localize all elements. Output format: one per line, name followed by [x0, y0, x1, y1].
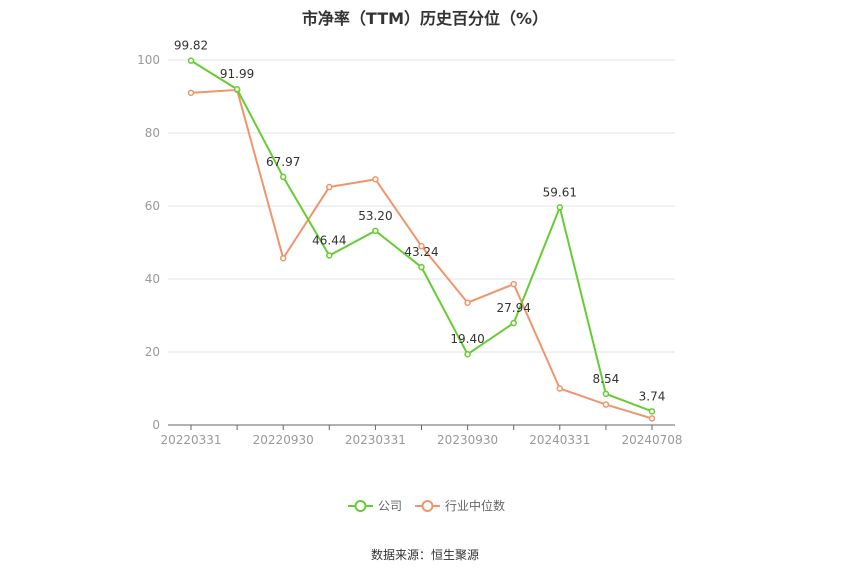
company-data-point: [326, 252, 333, 259]
x-tick-label: 20220930: [253, 433, 314, 447]
y-tick-label: 0: [152, 418, 160, 432]
industry-median-data-point: [510, 280, 517, 288]
data-label: 67.97: [266, 155, 300, 169]
x-tick-label: 20240708: [621, 433, 682, 447]
industry-median-data-point: [279, 254, 287, 262]
data-label: 43.24: [404, 245, 438, 259]
industry-median-data-point: [556, 385, 564, 392]
company-data-point: [556, 204, 564, 211]
company-data-point: [372, 227, 379, 235]
industry-median-data-point: [648, 415, 656, 422]
legend-label: 公司: [378, 499, 402, 513]
data-label: 53.20: [358, 209, 392, 223]
data-label: 19.40: [450, 332, 484, 346]
x-tick-label: 20230930: [437, 433, 498, 447]
data-label: 91.99: [220, 67, 254, 81]
company-series-line: [190, 59, 653, 413]
chart-title: 市净率（TTM）历史百分位（%）: [301, 9, 549, 28]
legend-marker-icon: [354, 500, 367, 512]
legend-label: 行业中位数: [445, 498, 505, 513]
data-label: 99.82: [174, 39, 208, 53]
company-data-point: [187, 57, 195, 64]
industry-median-data-point: [326, 183, 333, 191]
y-tick-label: 80: [145, 126, 160, 140]
y-tick-label: 40: [145, 272, 160, 286]
industry-median-data-point: [372, 176, 379, 183]
industry-median-data-point: [418, 242, 425, 250]
legend-marker-icon: [421, 500, 434, 512]
industry-median-data-point: [187, 89, 195, 97]
y-tick-label: 20: [145, 345, 160, 359]
company-data-point: [602, 390, 610, 398]
company-data-point: [233, 85, 241, 93]
y-tick-label: 100: [137, 53, 160, 67]
data-label: 27.94: [497, 301, 531, 315]
data-source: 数据来源：恒生聚源: [370, 548, 479, 562]
data-label: 59.61: [543, 185, 577, 199]
company-data-point: [418, 263, 425, 271]
company-data-point: [648, 408, 656, 415]
company-data-point: [464, 350, 471, 358]
data-label: 46.44: [312, 233, 346, 247]
industry-median-data-point: [464, 299, 471, 306]
industry-median-data-point: [602, 401, 610, 408]
data-label: 8.54: [593, 372, 620, 386]
company-data-point: [510, 319, 517, 327]
x-tick-label: 20230331: [345, 433, 406, 447]
data-label: 3.74: [639, 389, 666, 403]
x-tick-label: 20240331: [529, 433, 590, 447]
y-tick-label: 60: [145, 199, 160, 213]
x-tick-label: 20220331: [160, 433, 221, 447]
company-data-point: [279, 173, 287, 181]
